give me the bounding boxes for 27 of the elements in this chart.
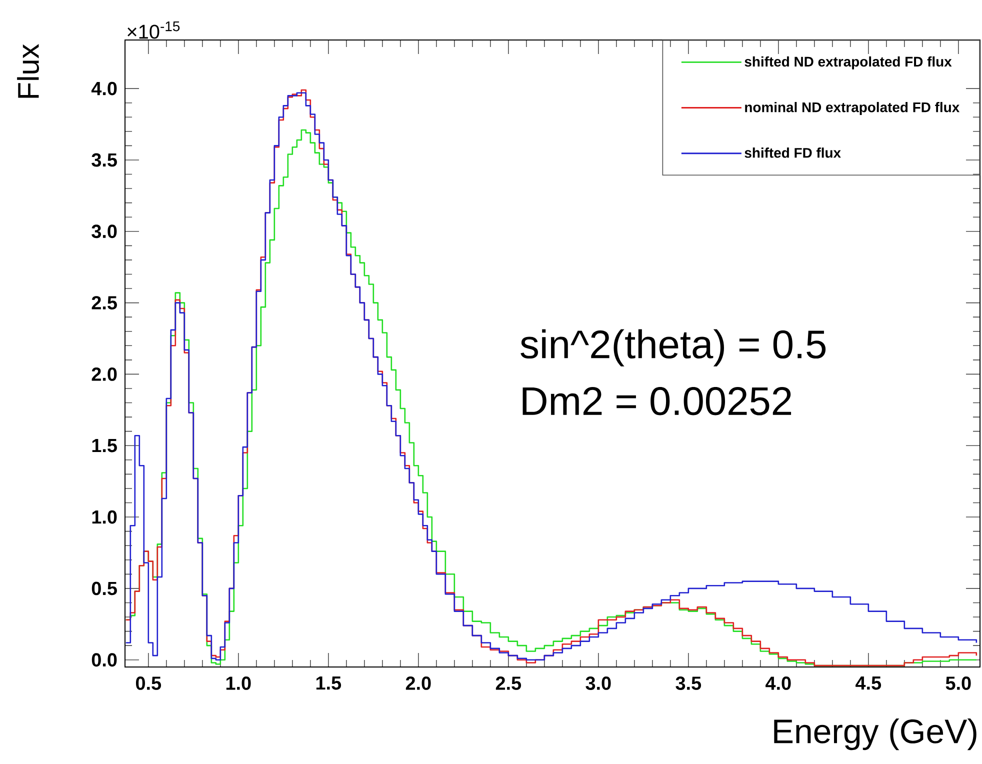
y-tick-label: 2.5 — [92, 296, 117, 310]
y-tick-label: 4.0 — [91, 82, 117, 96]
x-axis-title: Energy (GeV) — [774, 718, 976, 750]
y-tick-label: 2.0 — [92, 368, 117, 381]
x-tick-label: 0.5 — [136, 676, 162, 690]
x-tick-label: 2.5 — [496, 676, 522, 690]
x-tick-label: 3.0 — [586, 676, 611, 690]
legend-label: nominal ND extrapolated FD flux — [745, 102, 960, 115]
y-tick-label: 3.0 — [92, 224, 117, 238]
x-tick-label: 2.0 — [406, 676, 431, 690]
x-tick-label: 5.0 — [946, 676, 971, 690]
x-tick-label: 4.0 — [766, 676, 791, 690]
y-tick-label: 0.0 — [92, 653, 117, 667]
annotation: Dm2 = 0.00252 — [522, 387, 792, 416]
legend-label: shifted FD flux — [744, 148, 841, 158]
text: ×10$^{-15}$ — [128, 22, 180, 39]
x-tick-label: 4.5 — [856, 676, 882, 690]
x-tick-label: 3.5 — [676, 676, 702, 690]
y-tick-label: 1.0 — [92, 510, 117, 524]
y-axis-title: Flux — [17, 44, 40, 98]
annotation: sin^2(theta) = 0.5 — [520, 329, 826, 366]
x-tick-label: 1.0 — [226, 676, 251, 690]
y-tick-label: 0.5 — [92, 582, 117, 596]
y-tick-label: 3.5 — [92, 153, 117, 167]
legend-label: shifted ND extrapolated FD flux — [744, 56, 952, 70]
y-tick-label: 1.5 — [92, 439, 117, 452]
x-tick-label: 1.5 — [316, 676, 342, 690]
